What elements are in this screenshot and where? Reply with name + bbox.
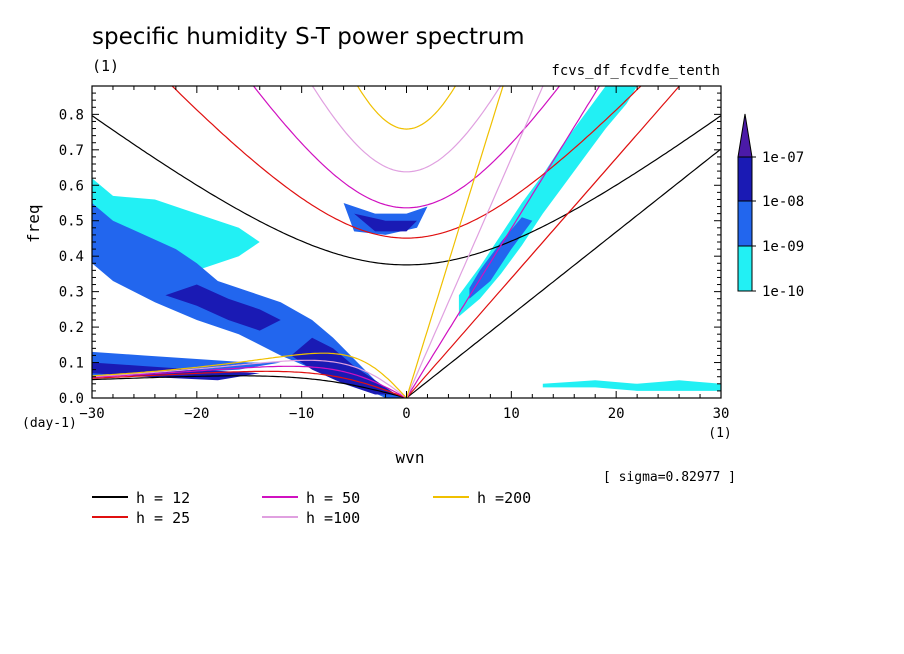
curve-kelvin-h25 — [406, 86, 681, 398]
colorbar-label: 1e-08 — [762, 194, 804, 210]
curve-rossby-h200 — [92, 352, 407, 398]
power-region-5 — [165, 284, 281, 331]
x-tick-label: 10 — [503, 406, 520, 422]
power-region-10 — [542, 380, 721, 391]
colorbar-label: 1e-10 — [762, 284, 804, 300]
curve-gravity-h200 — [356, 86, 457, 130]
colorbar-cell — [737, 156, 753, 202]
legend-swatch — [262, 496, 298, 498]
curve-kelvin-h100 — [405, 86, 544, 398]
x-tick-label: 30 — [713, 406, 730, 422]
curve-kelvin-h12 — [406, 148, 721, 398]
power-region-9 — [469, 217, 533, 299]
curve-kelvin-h200 — [405, 86, 504, 398]
units-label: (1) — [92, 57, 120, 75]
x-axis-label: wvn — [395, 448, 425, 467]
legend-swatch — [92, 496, 128, 498]
plot-area — [92, 86, 721, 398]
x-tick-label: 20 — [608, 406, 625, 422]
y-tick-label: 0.7 — [59, 143, 84, 159]
x-unit-label: (1) — [708, 426, 732, 441]
y-tick-label: 0.5 — [59, 214, 84, 230]
x-tick-label: −30 — [79, 406, 104, 422]
y-tick-label: 0.2 — [59, 320, 84, 336]
colorbar-label: 1e-07 — [762, 150, 804, 166]
legend-swatch — [433, 496, 469, 498]
x-tick-label: 0 — [402, 406, 410, 422]
legend-label: h = 12 — [136, 489, 191, 507]
curve-gravity-h12 — [92, 115, 721, 266]
curve-gravity-h25 — [171, 86, 642, 239]
y-tick-label: 0.4 — [59, 249, 84, 265]
legend-label: h =200 — [477, 489, 532, 507]
legend-swatch — [262, 516, 298, 518]
x-tick-label: −10 — [289, 406, 314, 422]
power-region-4 — [291, 337, 396, 395]
sigma-annotation: [ sigma=0.82977 ] — [602, 470, 736, 485]
chart-title: specific humidity S-T power spectrum — [92, 24, 525, 50]
experiment-name: fcvs_df_fcvdfe_tenth — [551, 63, 720, 79]
curve-rossby-h50 — [92, 365, 407, 398]
legend-label: h = 25 — [136, 509, 191, 527]
colorbar-arrow — [737, 113, 753, 158]
curve-rossby-h25 — [92, 370, 407, 398]
curve-gravity-h50 — [252, 86, 561, 209]
curve-kelvin-h50 — [405, 86, 601, 398]
curve-rossby-h100 — [92, 359, 407, 398]
legend-label: h =100 — [306, 509, 361, 527]
legend-label: h = 50 — [306, 489, 361, 507]
y-tick-label: 0.3 — [59, 285, 84, 301]
colorbar-label: 1e-09 — [762, 239, 804, 255]
y-tick-label: 0.8 — [59, 107, 84, 123]
colorbar-cell — [737, 245, 753, 292]
power-region-7 — [354, 213, 417, 232]
colorbar-cell — [737, 200, 753, 247]
y-tick-label: 0.1 — [59, 356, 84, 372]
y-tick-label: 0.0 — [59, 391, 84, 407]
x-tick-label: −20 — [184, 406, 209, 422]
curve-rossby-h12 — [92, 375, 407, 398]
legend-swatch — [92, 516, 128, 518]
curve-gravity-h100 — [311, 86, 502, 173]
y-tick-label: 0.6 — [59, 178, 84, 194]
y-unit-label: (day-1) — [22, 416, 77, 431]
